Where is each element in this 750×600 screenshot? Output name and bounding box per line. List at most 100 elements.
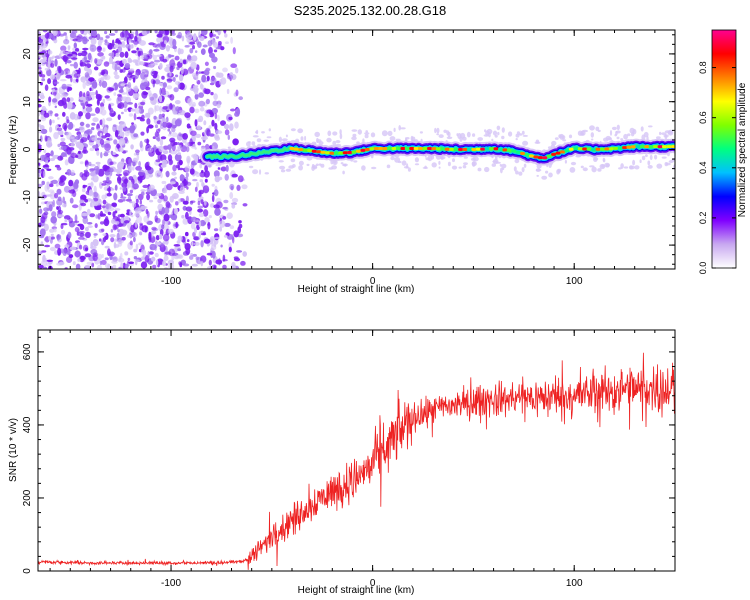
noise-speckle (67, 53, 73, 57)
noise-speckle (57, 143, 61, 148)
noise-speckle (57, 155, 64, 161)
faint-speckle (266, 136, 272, 139)
noise-speckle (175, 106, 180, 112)
faint-speckle (616, 136, 620, 140)
noise-speckle (199, 196, 204, 200)
faint-speckle (438, 134, 444, 139)
noise-speckle (229, 183, 235, 190)
faint-speckle (451, 165, 458, 170)
faint-speckle (536, 174, 539, 177)
noise-speckle (100, 221, 105, 225)
signal-core-segment (453, 148, 459, 151)
noise-speckle (211, 194, 215, 203)
signal-core-segment (573, 147, 579, 151)
noise-speckle (212, 34, 217, 37)
faint-speckle (492, 130, 498, 136)
faint-speckle (351, 129, 358, 132)
noise-speckle (56, 127, 63, 131)
noise-speckle (180, 146, 187, 149)
colorbar-frame (711, 29, 737, 269)
noise-speckle (79, 244, 83, 250)
noise-speckle (209, 52, 215, 59)
faint-speckle (660, 132, 667, 136)
noise-speckle (167, 128, 171, 132)
noise-speckle (147, 250, 150, 259)
signal-core-segment (529, 154, 534, 158)
noise-speckle (108, 103, 112, 111)
noise-speckle (135, 149, 140, 154)
faint-speckle (611, 126, 617, 131)
noise-speckle (171, 171, 177, 176)
faint-speckle (629, 165, 634, 170)
noise-speckle (73, 73, 81, 78)
x-tick-label: 100 (566, 578, 583, 589)
faint-speckle (285, 168, 292, 172)
signal-core-segment (316, 150, 322, 154)
noise-speckle (43, 223, 49, 232)
noise-speckle (194, 186, 198, 192)
noise-speckle (106, 192, 112, 197)
noise-speckle (183, 180, 189, 186)
noise-speckle (224, 173, 229, 181)
x-tick-label: -100 (161, 276, 181, 287)
noise-speckle (108, 167, 114, 173)
faint-speckle (659, 131, 662, 136)
noise-speckle (215, 36, 220, 39)
noise-speckle (60, 137, 66, 142)
spectrogram-y-label: Frequency (Hz) (8, 116, 19, 185)
noise-speckle (85, 123, 91, 128)
noise-speckle (48, 96, 52, 103)
noise-speckle (190, 61, 198, 70)
signal-core-segment (564, 149, 570, 153)
noise-speckle (104, 257, 109, 261)
signal-core-segment (360, 148, 366, 152)
noise-speckle (191, 72, 197, 78)
faint-speckle (535, 139, 540, 144)
faint-speckle (521, 130, 525, 135)
noise-speckle (121, 176, 128, 183)
faint-speckle (599, 163, 606, 170)
faint-speckle (290, 128, 296, 132)
noise-speckle (97, 59, 102, 65)
noise-speckle (190, 200, 196, 203)
noise-speckle (71, 57, 78, 60)
noise-speckle (166, 183, 173, 191)
noise-speckle (204, 217, 210, 223)
noise-speckle (50, 233, 54, 237)
signal-core-segment (431, 147, 437, 151)
noise-speckle (113, 71, 118, 76)
noise-speckle (216, 103, 221, 109)
noise-speckle (50, 60, 55, 63)
noise-speckle (185, 231, 189, 237)
faint-speckle (591, 138, 594, 141)
signal-core-segment (515, 150, 521, 154)
noise-speckle (117, 43, 123, 47)
noise-speckle (104, 171, 111, 176)
noise-speckle (38, 162, 41, 166)
faint-speckle (623, 166, 629, 169)
noise-speckle (171, 32, 176, 36)
noise-speckle (54, 105, 57, 109)
noise-speckle (80, 194, 87, 201)
noise-speckle (225, 164, 229, 172)
faint-speckle (556, 169, 560, 175)
noise-speckle (38, 249, 42, 254)
faint-speckle (288, 165, 295, 169)
signal-core-segment (387, 147, 393, 150)
noise-speckle (82, 47, 89, 51)
faint-speckle (616, 124, 620, 131)
noise-speckle (217, 176, 223, 181)
noise-speckle (160, 164, 167, 168)
signal-core-segment (644, 145, 650, 149)
faint-speckle (371, 166, 377, 170)
noise-speckle (58, 53, 62, 58)
noise-speckle (179, 58, 183, 63)
noise-speckle (138, 161, 142, 167)
noise-speckle (170, 181, 176, 185)
noise-speckle (199, 106, 205, 112)
noise-speckle (91, 127, 95, 131)
noise-speckle (174, 119, 182, 127)
noise-speckle (50, 150, 54, 157)
noise-speckle (61, 152, 66, 158)
noise-speckle (129, 200, 133, 204)
